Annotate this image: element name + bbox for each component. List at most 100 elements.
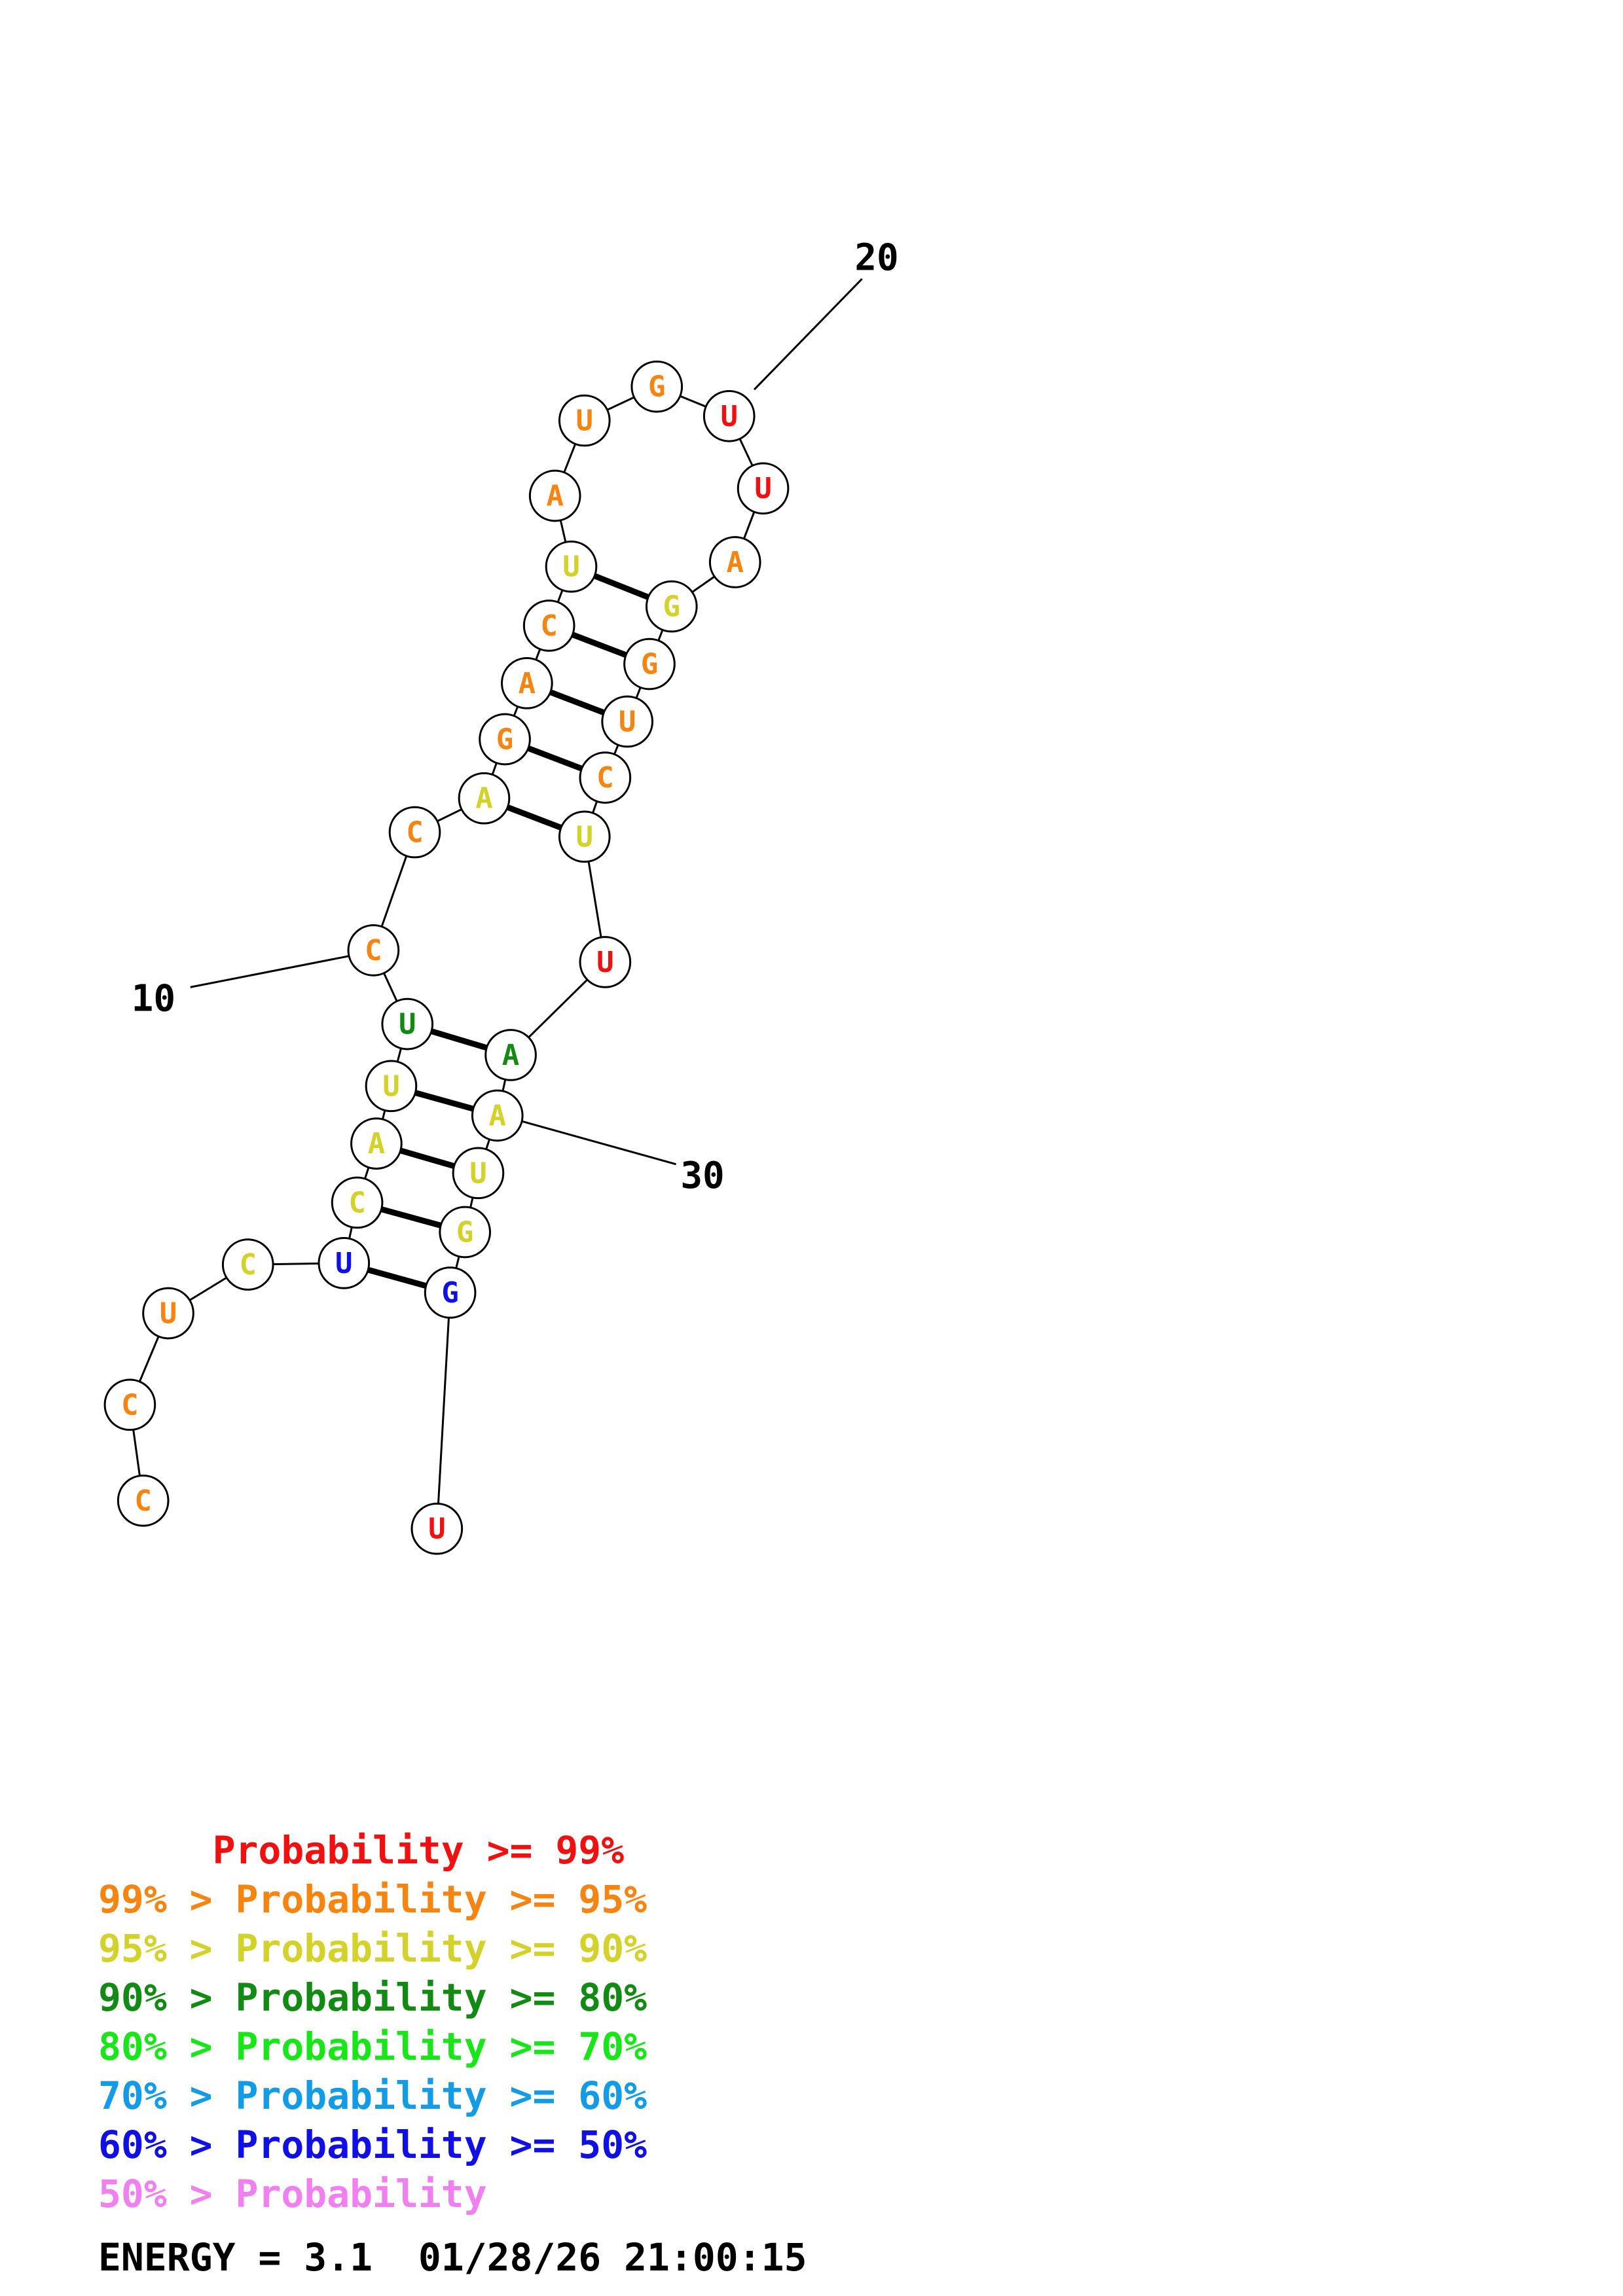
nucleotide-circle: [501, 657, 553, 709]
nucleotide-base: U: [399, 1008, 416, 1041]
nucleotide: C: [579, 751, 632, 804]
nucleotide-circle: [439, 1206, 491, 1259]
nucleotide-circle: [579, 936, 632, 988]
nucleotide-base: C: [121, 1388, 139, 1422]
position-label: 10: [132, 977, 175, 1020]
legend-entry: 95% > Probability >= 90%: [98, 1926, 647, 1971]
nucleotide: C: [117, 1475, 170, 1527]
energy-footer: ENERGY = 3.1 01/28/26 21:00:15: [98, 2235, 807, 2280]
nucleotide: U: [558, 810, 611, 863]
nucleotide-circle: [142, 1287, 194, 1340]
nucleotide: C: [103, 1378, 156, 1431]
nucleotide: C: [331, 1176, 384, 1229]
nucleotide-base: C: [406, 816, 424, 850]
nucleotide-circle: [545, 540, 598, 593]
nucleotide-base: A: [519, 667, 536, 700]
nucleotide-circle: [103, 1378, 156, 1431]
position-label-line: [190, 955, 349, 988]
position-labels: 10 20 30: [132, 237, 899, 1197]
nucleotide: U: [702, 389, 756, 442]
legend-entry: 60% > Probability >= 50%: [98, 2123, 647, 2167]
nucleotide-base: G: [663, 590, 681, 624]
nucleotide: C: [347, 924, 400, 977]
position-label-line: [522, 1120, 676, 1166]
legend-entry: 99% > Probability >= 95%: [98, 1877, 647, 1922]
position-label: 20: [854, 237, 898, 279]
nucleotide-circle: [630, 360, 684, 413]
nucleotide-circle: [558, 810, 611, 863]
nucleotide: U: [545, 540, 598, 593]
nucleotide-circle: [579, 751, 632, 804]
nucleotide-base: G: [648, 370, 666, 404]
probability-legend: Probability >= 99% 99% > Probability >= 9…: [98, 1826, 647, 2219]
nucleotide: G: [645, 580, 698, 633]
nucleotide-circle: [381, 997, 434, 1050]
nucleotide-base: U: [576, 820, 594, 853]
nucleotide: U: [318, 1237, 371, 1289]
nucleotide-circle: [708, 536, 761, 588]
nucleotide-base: A: [475, 782, 493, 816]
nucleotide-circle: [458, 772, 511, 825]
nucleotide-base: A: [368, 1127, 386, 1160]
nucleotide: G: [439, 1206, 491, 1259]
nucleotide: A: [501, 657, 553, 709]
nucleotide-base: U: [562, 550, 580, 584]
nucleotide-base: G: [641, 648, 659, 681]
nucleotide: G: [630, 360, 684, 413]
nucleotide: A: [458, 772, 511, 825]
nucleotide-base: A: [489, 1099, 507, 1132]
nucleotide: U: [558, 394, 611, 447]
nucleotide-circle: [702, 389, 756, 442]
position-label: 30: [680, 1155, 724, 1197]
nucleotide: U: [452, 1147, 505, 1200]
nucleotide: C: [221, 1238, 274, 1291]
legend-entry: 90% > Probability >= 80%: [98, 1975, 647, 2020]
nucleotide-circle: [350, 1117, 403, 1170]
nucleotide-circle: [331, 1176, 384, 1229]
nucleotide-circle: [479, 713, 531, 766]
nucleotide-base: G: [456, 1216, 474, 1249]
nucleotide-base: U: [754, 472, 772, 505]
nucleotide-base: G: [496, 723, 514, 757]
legend-entry: Probability >= 99%: [98, 1828, 625, 1873]
legend-entry: 50% > Probability: [98, 2172, 487, 2216]
nucleotide-circle: [558, 394, 611, 447]
nucleotide-circle: [347, 924, 400, 977]
nucleotide-base: A: [546, 480, 564, 513]
nucleotide: A: [528, 469, 581, 522]
nucleotide-circle: [424, 1266, 477, 1319]
nucleotide-base: U: [160, 1297, 177, 1331]
nucleotide: U: [737, 462, 790, 515]
nucleotide-base: C: [365, 934, 382, 967]
nucleotide: A: [471, 1089, 524, 1142]
nucleotide-base: U: [619, 705, 636, 738]
nucleotide-base: G: [441, 1276, 459, 1310]
backbone-segment: [435, 1292, 452, 1529]
nucleotide-circle: [318, 1237, 371, 1289]
nucleotide: C: [388, 806, 441, 859]
nucleotide-base: C: [348, 1186, 366, 1219]
nucleotide-circle: [117, 1475, 170, 1527]
nucleotide-circle: [601, 695, 653, 748]
nucleotide-circle: [388, 806, 441, 859]
nucleotide-circle: [522, 600, 575, 652]
position-label-lines: [190, 278, 863, 1166]
nucleotide-base: U: [428, 1513, 446, 1546]
nucleotide: A: [350, 1117, 403, 1170]
nucleotide: U: [381, 997, 434, 1050]
nucleotide-circle: [471, 1089, 524, 1142]
nucleotide-base: U: [335, 1247, 353, 1280]
backbone: [128, 386, 764, 1529]
nucleotide: A: [484, 1029, 537, 1081]
nucleotide-circle: [623, 637, 676, 691]
nucleotide-circle: [365, 1060, 418, 1113]
nucleotide-base: A: [726, 546, 744, 579]
nucleotide-base: C: [540, 609, 558, 643]
nucleotide-circle: [737, 462, 790, 515]
nucleotide-circle: [410, 1502, 464, 1555]
nucleotide: A: [708, 536, 761, 588]
nucleotide: U: [601, 695, 653, 748]
nucleotide-circle: [528, 469, 581, 522]
